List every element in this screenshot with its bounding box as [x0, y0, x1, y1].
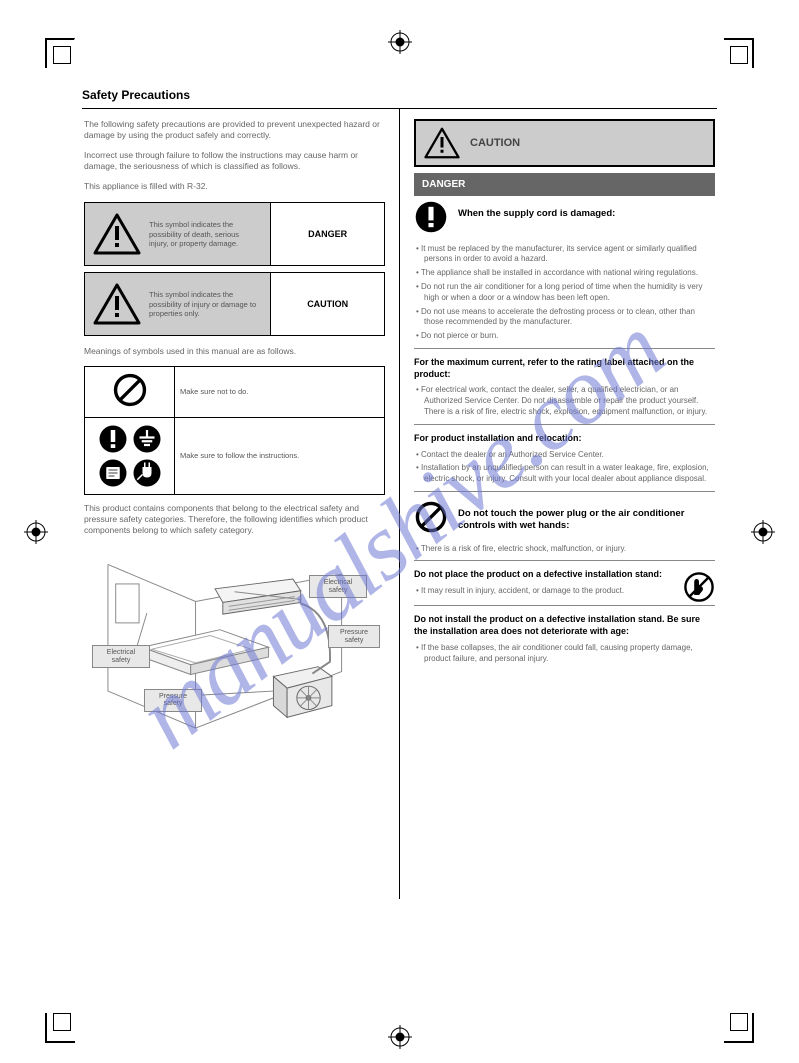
caution-label: CAUTION: [270, 273, 384, 335]
intro-para: This appliance is filled with R-32.: [84, 181, 385, 192]
divider: [414, 560, 715, 561]
callout-label: Electrical safety: [309, 575, 367, 598]
product-illustration: Electrical safety Electrical safety Pres…: [84, 545, 385, 730]
intro-para: Incorrect use through failure to follow …: [84, 150, 385, 173]
intro-para: The following safety precautions are pro…: [84, 119, 385, 142]
danger-bar: DANGER: [414, 173, 715, 196]
bullet-item: Do not use means to accelerate the defro…: [424, 307, 715, 329]
registration-mark-icon: [388, 30, 412, 54]
exclaim-circle-icon: [98, 424, 128, 454]
illustration-intro: This product contains components that be…: [84, 503, 385, 537]
section-heading: Do not touch the power plug or the air c…: [458, 500, 715, 533]
section-heading: Do not install the product on a defectiv…: [414, 614, 715, 637]
danger-text: This symbol indicates the possibility of…: [149, 214, 262, 254]
registration-mark-icon: [751, 520, 775, 544]
warning-icon-cell: This symbol indicates the possibility of…: [85, 273, 270, 335]
divider: [414, 491, 715, 492]
table-row: Make sure not to do.: [85, 366, 385, 417]
callout-label: Pressure safety: [144, 689, 202, 712]
bullet-item: If the base collapses, the air condition…: [424, 643, 715, 665]
unplug-icon: [132, 458, 162, 488]
bullet-item: Installation by an unqualified person ca…: [424, 463, 715, 485]
callout-label: Electrical safety: [92, 645, 150, 668]
section-heading: For the maximum current, refer to the ra…: [414, 357, 715, 380]
section-heading: When the supply cord is damaged:: [458, 200, 615, 220]
page-title: Safety Precautions: [82, 88, 717, 102]
bullet-item: Do not run the air conditioner for a lon…: [424, 282, 715, 304]
crop-mark: [724, 1013, 754, 1043]
callout-label: Pressure safety: [328, 625, 380, 648]
caution-banner: CAUTION: [414, 119, 715, 167]
warning-triangle-icon: [424, 127, 460, 159]
crop-mark: [724, 38, 754, 68]
warning-triangle-icon: [93, 213, 141, 255]
symbol-desc: Make sure to follow the instructions.: [175, 417, 385, 494]
registration-mark-icon: [24, 520, 48, 544]
table-row: Make sure to follow the instructions.: [85, 417, 385, 494]
bullet-item: The appliance shall be installed in acco…: [424, 268, 715, 279]
bullet-item: It may result in injury, accident, or da…: [424, 586, 715, 597]
manual-icon: [98, 458, 128, 488]
caution-text: This symbol indicates the possibility of…: [149, 284, 262, 324]
section-heading: Do not place the product on a defective …: [414, 569, 715, 581]
warning-icon-cell: This symbol indicates the possibility of…: [85, 203, 270, 265]
bullet-item: It must be replaced by the manufacturer,…: [424, 244, 715, 266]
crop-mark: [45, 38, 75, 68]
divider: [414, 348, 715, 349]
ground-icon: [132, 424, 162, 454]
right-column: CAUTION DANGER When the supply cord is d…: [400, 109, 717, 899]
bullet-item: There is a risk of fire, electric shock,…: [424, 544, 715, 555]
prohibit-icon: [414, 500, 448, 534]
no-wet-hands-icon: [683, 571, 715, 603]
bullet-item: Do not pierce or burn.: [424, 331, 715, 342]
section-heading: For product installation and relocation:: [414, 433, 715, 445]
bullet-item: Contact the dealer or an Authorized Serv…: [424, 450, 715, 461]
symbol-table: Make sure not to do. Make sure to follow…: [84, 366, 385, 495]
caution-banner-label: CAUTION: [470, 136, 520, 150]
warning-triangle-icon: [93, 283, 141, 325]
symbols-intro: Meanings of symbols used in this manual …: [84, 346, 385, 357]
registration-mark-icon: [388, 1025, 412, 1049]
page-content: Safety Precautions The following safety …: [82, 88, 717, 993]
left-column: The following safety precautions are pro…: [82, 109, 400, 899]
divider: [414, 424, 715, 425]
prohibit-icon: [113, 373, 147, 407]
danger-label: DANGER: [270, 203, 384, 265]
symbol-desc: Make sure not to do.: [175, 366, 385, 417]
divider: [414, 605, 715, 606]
exclaim-circle-icon: [414, 200, 448, 234]
bullet-item: For electrical work, contact the dealer,…: [424, 385, 715, 417]
danger-box: This symbol indicates the possibility of…: [84, 202, 385, 266]
caution-box: This symbol indicates the possibility of…: [84, 272, 385, 336]
crop-mark: [45, 1013, 75, 1043]
